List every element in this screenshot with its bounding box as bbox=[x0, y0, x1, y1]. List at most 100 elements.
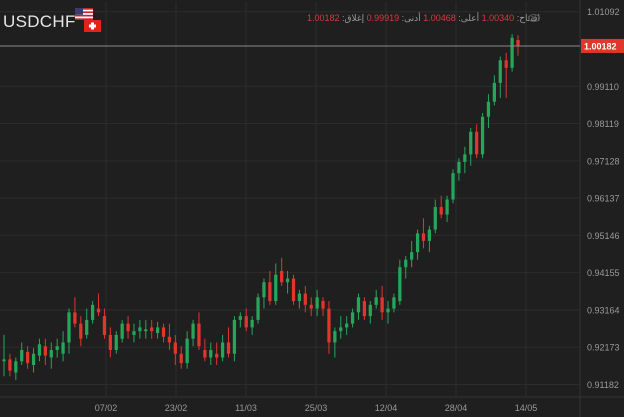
candle bbox=[333, 327, 337, 358]
candle-body bbox=[333, 331, 337, 343]
candle bbox=[469, 128, 473, 166]
candle-body bbox=[516, 39, 520, 47]
candle-body bbox=[73, 312, 77, 324]
candle-body bbox=[433, 207, 437, 230]
low-label: أدنى: bbox=[401, 13, 421, 23]
candle bbox=[492, 75, 496, 106]
candle bbox=[96, 293, 101, 317]
candle bbox=[421, 218, 426, 249]
candle bbox=[150, 319, 154, 339]
x-tick-label: 12/04 bbox=[375, 403, 398, 413]
candle bbox=[262, 278, 266, 309]
y-tick-label: 0.96137 bbox=[587, 194, 620, 204]
candle bbox=[120, 319, 124, 343]
us-flag-icon bbox=[75, 8, 93, 20]
open-value: 1.00340 bbox=[481, 13, 515, 23]
candle bbox=[415, 229, 420, 260]
candle-body bbox=[445, 199, 449, 215]
candle-body bbox=[108, 334, 112, 350]
candle-body bbox=[380, 297, 384, 313]
candle-body bbox=[315, 297, 319, 309]
candle bbox=[179, 346, 183, 369]
candle bbox=[339, 316, 343, 339]
candle-body bbox=[291, 278, 296, 302]
candle-body bbox=[114, 334, 118, 350]
candle-body bbox=[220, 342, 225, 358]
candle bbox=[362, 297, 367, 320]
y-tick-label: 0.99110 bbox=[587, 82, 619, 92]
candle bbox=[404, 255, 408, 279]
high-label: أعلى: bbox=[458, 13, 480, 23]
candle-body bbox=[96, 308, 101, 313]
candle bbox=[144, 319, 148, 339]
candle-body bbox=[339, 327, 343, 332]
candle bbox=[226, 327, 231, 358]
candle bbox=[215, 342, 219, 366]
candle-body bbox=[374, 297, 378, 305]
candle bbox=[256, 293, 260, 324]
candle-body bbox=[486, 101, 491, 117]
candle-body bbox=[262, 282, 266, 298]
candle bbox=[457, 158, 461, 181]
candle bbox=[191, 319, 195, 347]
candle-body bbox=[250, 319, 254, 328]
candle bbox=[197, 312, 201, 350]
candle-body bbox=[126, 323, 130, 332]
candle bbox=[374, 289, 378, 309]
candle bbox=[203, 338, 207, 362]
candle-body bbox=[350, 312, 355, 324]
candle-body bbox=[498, 60, 502, 83]
candle bbox=[368, 301, 372, 324]
y-tick-label: 0.98119 bbox=[587, 119, 619, 129]
x-tick-label: 23/02 bbox=[165, 403, 188, 413]
candle bbox=[2, 334, 6, 377]
candle-body bbox=[197, 323, 201, 347]
candle bbox=[309, 297, 313, 317]
candle bbox=[398, 259, 402, 305]
candle bbox=[392, 293, 396, 313]
y-tick-label: 0.92173 bbox=[587, 343, 620, 353]
candle-body bbox=[398, 267, 402, 302]
candle bbox=[504, 52, 508, 98]
candle bbox=[102, 308, 107, 339]
candle bbox=[232, 316, 237, 362]
candle bbox=[114, 331, 118, 354]
candle bbox=[291, 274, 296, 305]
candle bbox=[20, 342, 24, 366]
candle bbox=[315, 289, 319, 317]
x-tick-label: 11/03 bbox=[235, 403, 257, 413]
candle-body bbox=[138, 327, 142, 332]
candle bbox=[475, 124, 479, 159]
symbol-name: USDCHF bbox=[3, 12, 76, 31]
candle-body bbox=[415, 233, 420, 253]
candle bbox=[173, 334, 177, 366]
eye-icon[interactable] bbox=[528, 13, 540, 23]
candle-body bbox=[67, 312, 71, 343]
candle bbox=[297, 289, 302, 309]
candle-body bbox=[132, 331, 136, 335]
candle bbox=[439, 195, 443, 219]
candle bbox=[185, 331, 189, 369]
candle bbox=[26, 346, 30, 369]
candle-body bbox=[120, 323, 124, 339]
candle bbox=[155, 321, 160, 339]
candle bbox=[43, 338, 47, 366]
candle-body bbox=[191, 323, 195, 339]
candle-body bbox=[37, 344, 42, 356]
candle-body bbox=[321, 301, 325, 309]
candle-body bbox=[274, 274, 278, 302]
candle bbox=[61, 331, 65, 362]
y-tick-label: 0.93164 bbox=[587, 305, 620, 315]
candle-body bbox=[90, 304, 95, 320]
candle-body bbox=[161, 327, 166, 337]
candle-body bbox=[421, 233, 426, 241]
candle-body bbox=[356, 297, 361, 313]
candle bbox=[327, 301, 331, 354]
candle-body bbox=[55, 346, 59, 350]
y-tick-label: 0.91182 bbox=[587, 380, 619, 390]
candle bbox=[132, 323, 136, 343]
candle-body bbox=[451, 173, 455, 200]
high-value: 1.00468 bbox=[423, 13, 456, 23]
